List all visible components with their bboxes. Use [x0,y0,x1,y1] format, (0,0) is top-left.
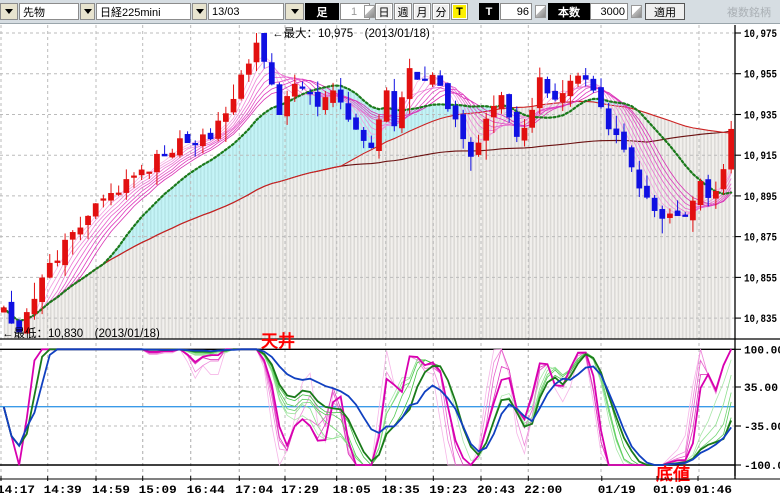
svg-text:10,915: 10,915 [744,151,777,163]
svg-text:35.00: 35.00 [744,383,778,395]
svg-text:10,955: 10,955 [744,70,777,82]
svg-text:17:04: 17:04 [235,485,273,497]
svg-text:14:39: 14:39 [44,485,82,497]
svg-text:14:17: 14:17 [0,485,35,497]
svg-text:←最大：10,975 (2013/01/18): ←最大：10,975 (2013/01/18) [272,26,430,40]
svg-text:-35.00: -35.00 [744,422,780,434]
svg-text:18:05: 18:05 [333,485,371,497]
svg-text:10,895: 10,895 [744,192,777,204]
svg-text:100.00: 100.00 [744,346,780,358]
svg-text:10,935: 10,935 [744,111,777,123]
svg-text:20:43: 20:43 [477,485,515,497]
svg-text:18:35: 18:35 [382,485,420,497]
svg-text:15:09: 15:09 [139,485,177,497]
svg-text:01/19: 01/19 [598,485,636,497]
svg-text:-100.0: -100.0 [744,461,780,473]
svg-text:01:09: 01:09 [653,485,691,497]
svg-text:天井: 天井 [261,331,295,351]
svg-text:19:23: 19:23 [429,485,467,497]
svg-text:10,855: 10,855 [744,273,777,285]
svg-text:22:00: 22:00 [524,485,562,497]
svg-text:16:44: 16:44 [187,485,225,497]
svg-text:10,975: 10,975 [744,29,777,41]
svg-text:底値: 底値 [656,464,690,484]
svg-text:14:59: 14:59 [92,485,130,497]
svg-text:10,835: 10,835 [744,314,777,326]
svg-text:←最低：10,830 (2013/01/18): ←最低：10,830 (2013/01/18) [2,327,160,340]
svg-text:10,875: 10,875 [744,233,777,245]
svg-text:01:46: 01:46 [694,485,732,497]
svg-text:17:29: 17:29 [281,485,319,497]
